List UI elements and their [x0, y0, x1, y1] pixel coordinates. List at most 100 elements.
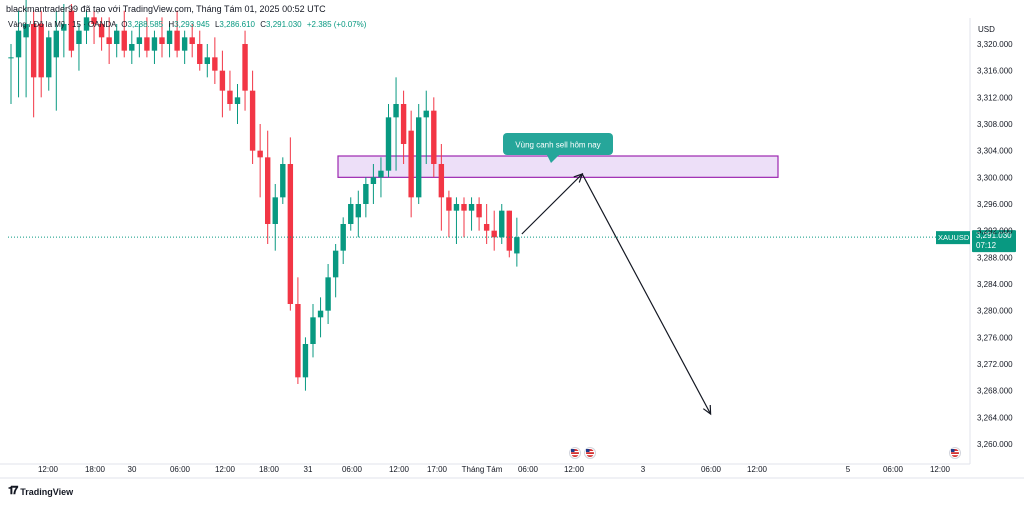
candle-body: [453, 204, 460, 211]
time-tick-label: 06:00: [170, 465, 191, 474]
candle-body: [325, 277, 331, 311]
candle-body: [506, 210, 512, 251]
event-flag-white-stripe: [951, 454, 959, 456]
price-tick-label: 3,300.000: [977, 173, 1013, 182]
price-tick-label: 3,308.000: [977, 120, 1013, 129]
candle-body: [287, 164, 294, 304]
callout-layer: Vùng canh sell hôm nay: [503, 133, 613, 163]
candle-body: [483, 224, 490, 231]
candle-body: [446, 197, 452, 211]
economic-event-flag-icon[interactable]: [584, 447, 596, 459]
candle-body: [219, 70, 226, 91]
candle-body: [61, 24, 67, 31]
event-flag-white-stripe: [571, 454, 579, 456]
candle-body: [212, 57, 218, 71]
candle-body: [363, 184, 369, 204]
tradingview-logo[interactable]: 𝟏𝟕 TradingView: [8, 485, 73, 498]
candle-body: [393, 104, 399, 118]
price-tag-value: 3,291.030: [976, 231, 1012, 240]
candle-body: [8, 57, 14, 59]
time-tick-label: 06:00: [883, 465, 904, 474]
candle-body: [166, 30, 173, 44]
time-tick-label: 3: [641, 465, 646, 474]
candle-body: [317, 310, 324, 318]
price-tick-label: 3,260.000: [977, 440, 1013, 449]
candle-body: [114, 30, 120, 44]
candle-body: [476, 204, 482, 218]
candle-body: [181, 37, 188, 51]
candle-body: [310, 317, 316, 344]
candle-body: [499, 210, 505, 238]
candle-body: [332, 250, 339, 278]
candle-body: [83, 17, 90, 31]
callout-text: Vùng canh sell hôm nay: [515, 141, 600, 150]
time-tick-label: 18:00: [259, 465, 280, 474]
time-tick-label: 12:00: [389, 465, 410, 474]
close-label: C: [260, 20, 267, 29]
candle-body: [348, 204, 354, 224]
time-tick-label: 12:00: [564, 465, 585, 474]
candle-body: [53, 30, 59, 58]
time-tick-label: 30: [128, 465, 137, 474]
candle-body: [340, 224, 346, 251]
events-layer: [569, 447, 961, 459]
event-flag-canton: [951, 449, 955, 452]
event-flag-canton: [571, 449, 575, 452]
price-tick-label: 3,312.000: [977, 93, 1013, 102]
candle-body: [23, 24, 29, 38]
candle-body: [280, 164, 286, 198]
candle-body: [265, 157, 271, 224]
time-tick-label: 12:00: [215, 465, 236, 474]
candle-body: [174, 30, 180, 51]
close-value: 3,291.030: [266, 20, 302, 29]
candle-body: [370, 177, 377, 184]
forecast-layer: [521, 173, 712, 416]
open-value: 3,288.585: [127, 20, 164, 29]
price-tick-label: 3,296.000: [977, 200, 1013, 209]
price-tick-label: 3,288.000: [977, 253, 1013, 262]
candle-body: [189, 37, 195, 44]
low-value: 3,286.610: [219, 20, 255, 29]
candle-body: [302, 344, 309, 378]
high-value: 3,293.945: [174, 20, 210, 29]
time-tick-label: 12:00: [747, 465, 768, 474]
open-label: O: [121, 20, 128, 29]
candle-body: [431, 110, 437, 164]
candle-body: [129, 44, 135, 51]
candle-body: [76, 30, 82, 44]
candle-body: [15, 30, 22, 58]
price-tick-label: 3,268.000: [977, 387, 1013, 396]
price-tick-label: 3,316.000: [977, 67, 1013, 76]
candle-body: [378, 170, 384, 178]
forecast-path: [521, 173, 712, 415]
economic-event-flag-icon[interactable]: [949, 447, 961, 459]
currency-label: USD: [978, 25, 995, 34]
event-flag-canton: [586, 449, 590, 452]
event-flag-white-stripe: [951, 451, 959, 453]
symbol-tag-bg: [936, 231, 970, 245]
economic-event-flag-icon[interactable]: [569, 447, 581, 459]
candle-body: [227, 90, 233, 104]
candle-body: [68, 10, 75, 51]
time-tick-label: 06:00: [342, 465, 363, 474]
price-tick-label: 3,284.000: [977, 280, 1013, 289]
event-flag-white-stripe: [571, 451, 579, 453]
candle-body: [91, 17, 97, 24]
symbol-name[interactable]: Vàng / Đô la Mỹ · 15 · OANDA: [8, 20, 117, 29]
candle-body: [38, 24, 44, 78]
price-tick-label: 3,276.000: [977, 333, 1013, 342]
price-tick-label: 3,280.000: [977, 307, 1013, 316]
time-tick-label: 18:00: [85, 465, 106, 474]
time-tick-label: 12:00: [38, 465, 59, 474]
forecast-arrowhead-up: [573, 173, 584, 183]
chart-credit: blackmantrader99 đã tạo với TradingView.…: [6, 4, 326, 14]
symbol-tag: XAUUSD: [938, 233, 970, 242]
candle-body: [159, 37, 165, 44]
candle-body: [197, 44, 203, 64]
candle-body: [438, 164, 445, 198]
candles-layer: [8, 0, 520, 391]
candle-body: [136, 37, 143, 44]
price-tick-label: 3,264.000: [977, 413, 1013, 422]
